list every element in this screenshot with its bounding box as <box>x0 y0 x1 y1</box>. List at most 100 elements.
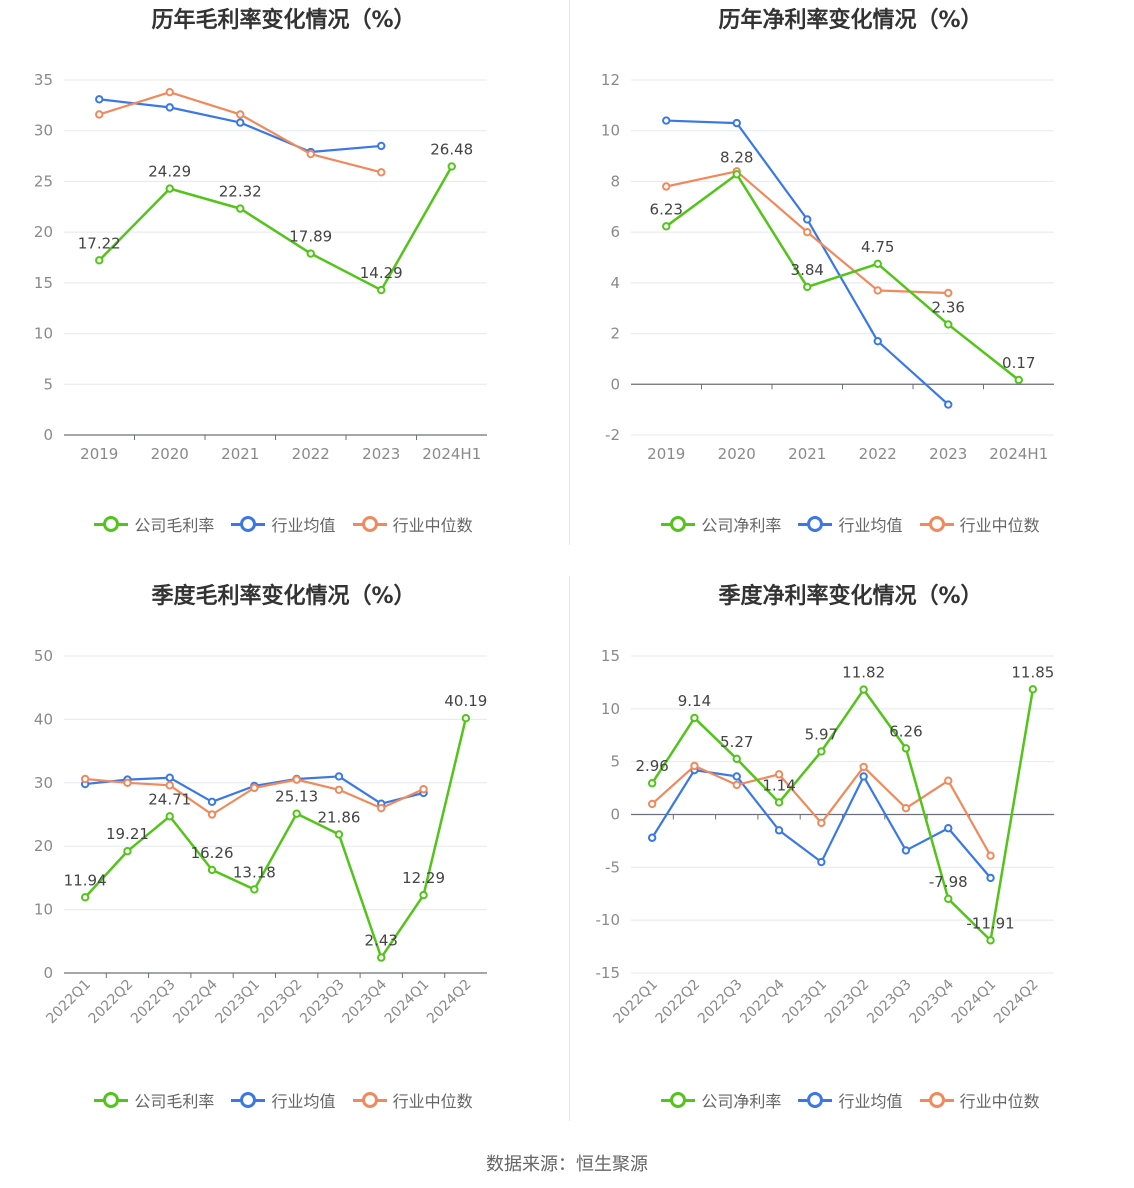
data-label: 0.17 <box>1002 354 1035 372</box>
data-label: 17.22 <box>78 234 121 252</box>
point-median <box>944 776 953 785</box>
data-label: 40.19 <box>444 692 487 710</box>
data-label: 6.23 <box>650 200 683 218</box>
data-label: 2.36 <box>932 298 965 316</box>
point-company <box>306 249 315 258</box>
point-median <box>859 762 868 772</box>
annual-gross-margin-plot: 0 5 10 15 20 25 30 35 2019 2020 2021 2022 2023 2024H1… <box>34 71 487 463</box>
legend-avg-label: 行业均值 <box>838 516 903 535</box>
chart-title: 历年净利率变化情况（%） <box>718 8 983 33</box>
x-tick-label: 2022Q2 <box>86 977 137 1028</box>
point-avg <box>732 118 741 128</box>
x-tick-label: 2019 <box>80 445 118 463</box>
legend-company[interactable]: 公司毛利率 <box>94 512 214 536</box>
divider <box>569 576 570 1121</box>
legend-company[interactable]: 公司净利率 <box>661 512 781 536</box>
point-median <box>165 781 174 790</box>
legend-company[interactable]: 公司毛利率 <box>94 1088 214 1112</box>
y-tick-label: 0 <box>610 806 620 824</box>
legend-company-label: 公司毛利率 <box>134 516 215 535</box>
data-label: 16.26 <box>191 844 234 862</box>
legend-company-label: 公司毛利率 <box>134 1092 215 1111</box>
data-label: 2.96 <box>635 757 668 775</box>
point-company <box>647 779 657 788</box>
legend-median-label: 行业中位数 <box>392 516 473 535</box>
point-median <box>986 851 995 860</box>
data-source: 数据来源：恒生聚源 <box>486 1154 648 1175</box>
legend-avg-label: 行业均值 <box>838 1092 903 1111</box>
legend-median-label: 行业中位数 <box>959 1092 1040 1111</box>
legend-avg-label: 行业均值 <box>271 516 336 535</box>
point-company <box>95 256 104 265</box>
legend-company-label: 公司净利率 <box>701 1092 782 1111</box>
legend-median[interactable]: 行业中位数 <box>352 512 473 536</box>
legend-avg[interactable]: 行业均值 <box>231 512 336 536</box>
point-median <box>944 288 953 298</box>
chart-legend[interactable]: 公司毛利率 行业均值 行业中位数 <box>0 512 567 536</box>
legend-median-label: 行业中位数 <box>959 516 1040 535</box>
point-company <box>292 809 301 818</box>
legend-avg-icon <box>798 516 833 532</box>
legend-avg[interactable]: 行业均值 <box>798 1088 903 1112</box>
series-line-company <box>98 165 453 292</box>
point-avg <box>647 833 657 842</box>
point-company <box>873 259 882 269</box>
data-label: 24.29 <box>148 163 191 181</box>
point-median <box>207 810 217 819</box>
legend-company[interactable]: 公司净利率 <box>661 1088 781 1112</box>
x-tick-label: 2024Q2 <box>991 977 1042 1028</box>
legend-median[interactable]: 行业中位数 <box>352 1088 473 1112</box>
x-tick-label: 2023Q2 <box>255 977 306 1028</box>
x-tick-label: 2020 <box>151 445 189 463</box>
legend-median-icon <box>352 1092 387 1108</box>
point-median <box>647 799 657 809</box>
point-company <box>165 184 174 193</box>
y-tick-label: 10 <box>34 901 53 919</box>
quarterly-gross-margin-chart: 季度毛利率变化情况（%） 0 10 20 30 40 50 2022Q1 2022Q2 2022… <box>0 576 567 1152</box>
x-tick-label: 2022Q4 <box>170 976 221 1027</box>
point-company <box>447 162 456 171</box>
point-median <box>901 803 911 813</box>
point-company <box>123 847 132 856</box>
data-label: 8.28 <box>720 148 753 166</box>
data-label: 9.14 <box>678 692 711 710</box>
data-label: -11.91 <box>966 914 1014 932</box>
x-tick-label: 2022Q4 <box>737 976 788 1027</box>
data-label: 25.13 <box>275 788 318 806</box>
point-avg <box>803 215 812 224</box>
x-tick-label: 2023Q2 <box>822 977 873 1028</box>
legend-median[interactable]: 行业中位数 <box>919 1088 1040 1112</box>
legend-median-icon <box>919 1092 954 1108</box>
legend-avg[interactable]: 行业均值 <box>231 1088 336 1112</box>
x-tick-label: 2023 <box>362 445 400 463</box>
legend-median-icon <box>352 516 387 532</box>
chart-legend[interactable]: 公司净利率 行业均值 行业中位数 <box>567 512 1134 536</box>
point-company <box>334 830 344 839</box>
legend-median-icon <box>919 516 954 532</box>
y-tick-label: -15 <box>596 964 621 982</box>
data-label: 26.48 <box>430 140 473 158</box>
series-line-company <box>84 717 468 959</box>
legend-avg[interactable]: 行业均值 <box>798 512 903 536</box>
series-line-company <box>665 173 1020 381</box>
legend-median[interactable]: 行业中位数 <box>919 512 1040 536</box>
x-tick-label: 2021 <box>221 445 259 463</box>
data-label: 13.18 <box>233 863 276 881</box>
chart-legend[interactable]: 公司净利率 行业均值 行业中位数 <box>567 1088 1134 1112</box>
legend-company-icon <box>661 1092 696 1108</box>
y-tick-label: 10 <box>34 325 53 343</box>
point-median <box>690 761 699 771</box>
x-tick-label: 2022Q3 <box>695 977 746 1028</box>
point-avg <box>236 118 245 127</box>
point-company <box>662 222 671 231</box>
y-tick-label: -5 <box>605 858 620 876</box>
data-label: 14.29 <box>360 264 403 282</box>
x-tick-label: 2024Q1 <box>949 977 1000 1028</box>
series-line-company <box>651 688 1035 942</box>
data-label: 12.29 <box>402 869 445 887</box>
legend-company-icon <box>94 516 129 532</box>
chart-legend[interactable]: 公司毛利率 行业均值 行业中位数 <box>0 1088 567 1112</box>
point-company <box>1014 375 1023 385</box>
point-company <box>207 865 217 875</box>
y-tick-label: 35 <box>34 71 53 89</box>
